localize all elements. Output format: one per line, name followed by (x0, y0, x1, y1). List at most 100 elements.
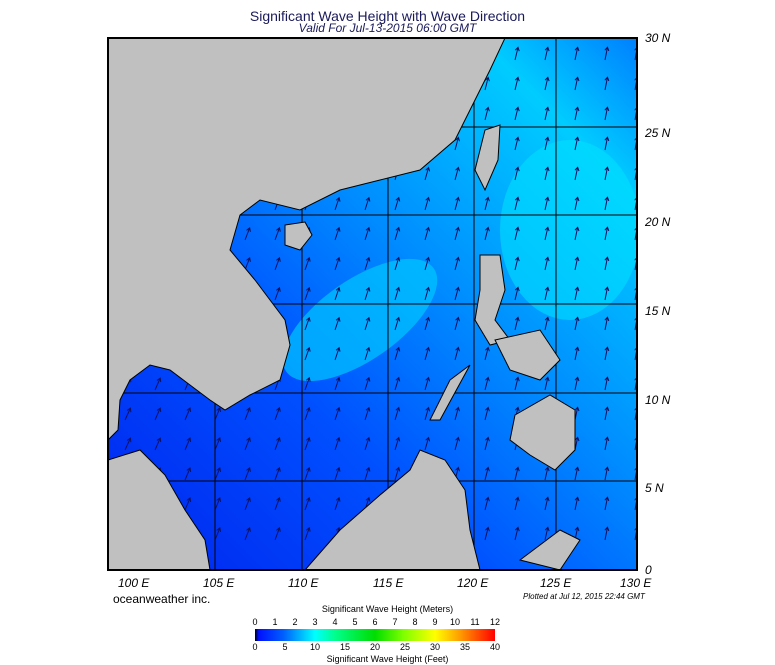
lon-label: 105 E (203, 576, 235, 590)
wave-arrow (334, 376, 341, 391)
wave-arrow (544, 316, 550, 331)
wave-arrow (214, 437, 221, 451)
wave-arrow (484, 346, 490, 361)
wave-arrow (334, 496, 341, 511)
wave-arrow (574, 376, 580, 391)
lat-label: 25 N (645, 126, 671, 140)
colorbar-tick: 7 (392, 617, 398, 627)
wave-arrow (424, 346, 431, 361)
wave-arrow (364, 436, 371, 451)
brand-label: oceanweather inc. (113, 592, 211, 606)
colorbar-tick: 35 (459, 642, 471, 652)
colorbar-tick: 2 (292, 617, 298, 627)
wave-arrow (604, 136, 610, 151)
colorbar-tick: 0 (252, 642, 258, 652)
wave-arrow (544, 376, 550, 391)
wave-arrow (274, 286, 281, 301)
land-sulawesi (518, 529, 581, 570)
wave-arrow (604, 166, 610, 181)
wave-arrow (484, 496, 490, 511)
wave-arrow (394, 466, 401, 481)
colorbar-tick: 10 (309, 642, 321, 652)
wave-arrow (544, 196, 550, 211)
wave-arrow (274, 226, 281, 241)
wave-arrow (514, 526, 520, 541)
wave-arrow (334, 436, 341, 451)
wave-arrow (394, 226, 401, 241)
wave-arrow (364, 196, 371, 211)
wave-arrow (454, 166, 460, 181)
colorbar-tick: 6 (372, 617, 378, 627)
wave-arrow (484, 526, 490, 541)
wave-arrow (604, 226, 610, 241)
land-hainan (284, 221, 313, 251)
wave-arrow (604, 316, 610, 331)
wave-arrow (514, 376, 520, 391)
lon-label: 130 E (620, 576, 652, 590)
wave-arrow (334, 226, 341, 241)
wave-arrow (244, 466, 251, 481)
wave-arrow (244, 406, 251, 421)
land (108, 38, 581, 570)
wave-arrow (574, 226, 580, 241)
wave-arrow (124, 407, 132, 421)
wave-arrow (154, 407, 162, 421)
wave-arrow (304, 496, 311, 511)
colorbar-feet-title: Significant Wave Height (Feet) (326, 654, 449, 664)
wave-arrow (484, 76, 490, 91)
colorbar-meters-title: Significant Wave Height (Meters) (321, 604, 454, 614)
wave-arrow (514, 226, 520, 241)
wave-arrow (514, 136, 520, 151)
wave-arrow (454, 256, 460, 271)
wave-arrow (574, 166, 580, 181)
land-china-indochina (108, 38, 506, 441)
wave-arrow (334, 346, 341, 361)
wave-arrow (544, 46, 550, 61)
wave-arrow (304, 406, 311, 421)
wave-arrow (364, 316, 371, 331)
colorbar-tick: 11 (470, 617, 480, 627)
wave-arrow (604, 346, 610, 361)
wave-arrow (394, 196, 401, 211)
wave-arrow (424, 406, 431, 421)
wave-arrow (364, 286, 371, 301)
wave-arrow (124, 437, 132, 451)
wave-arrow (484, 466, 490, 481)
wave-arrow (514, 106, 520, 121)
wave-arrow (274, 496, 281, 511)
wave-arrow (304, 436, 311, 451)
wave-arrow (484, 376, 490, 391)
colorbar-tick: 4 (332, 617, 338, 627)
colorbar-tick: 12 (489, 617, 501, 627)
wave-arrow (484, 226, 490, 241)
wave-arrow (334, 406, 341, 421)
wave-arrow (214, 467, 221, 481)
wave-arrow (394, 256, 401, 271)
wave-arrow (184, 407, 192, 421)
wave-arrow (574, 316, 580, 331)
wave-arrow (604, 286, 610, 301)
wave-arrow (394, 286, 401, 301)
wave-arrow (514, 466, 520, 481)
wave-arrow (424, 316, 431, 331)
lat-label: 15 N (645, 304, 671, 318)
lon-label: 125 E (540, 576, 572, 590)
wave-arrow (574, 76, 580, 91)
wave-arrow (244, 526, 251, 541)
wave-arrow (604, 496, 610, 511)
wave-arrow (544, 76, 550, 91)
wave-arrow (274, 256, 281, 271)
wave-arrow (514, 76, 520, 91)
wave-arrow (334, 196, 341, 211)
wave-arrow (514, 256, 520, 271)
colorbar-tick: 1 (272, 617, 278, 627)
wave-arrow (484, 436, 490, 451)
wave-arrow (274, 526, 281, 541)
lat-label: 5 N (645, 481, 664, 495)
wave-arrow (424, 166, 431, 181)
wave-arrow (604, 406, 610, 421)
wave-arrow (544, 286, 550, 301)
wave-arrow (484, 106, 490, 121)
wave-arrow (484, 196, 490, 211)
wave-arrow (394, 406, 401, 421)
